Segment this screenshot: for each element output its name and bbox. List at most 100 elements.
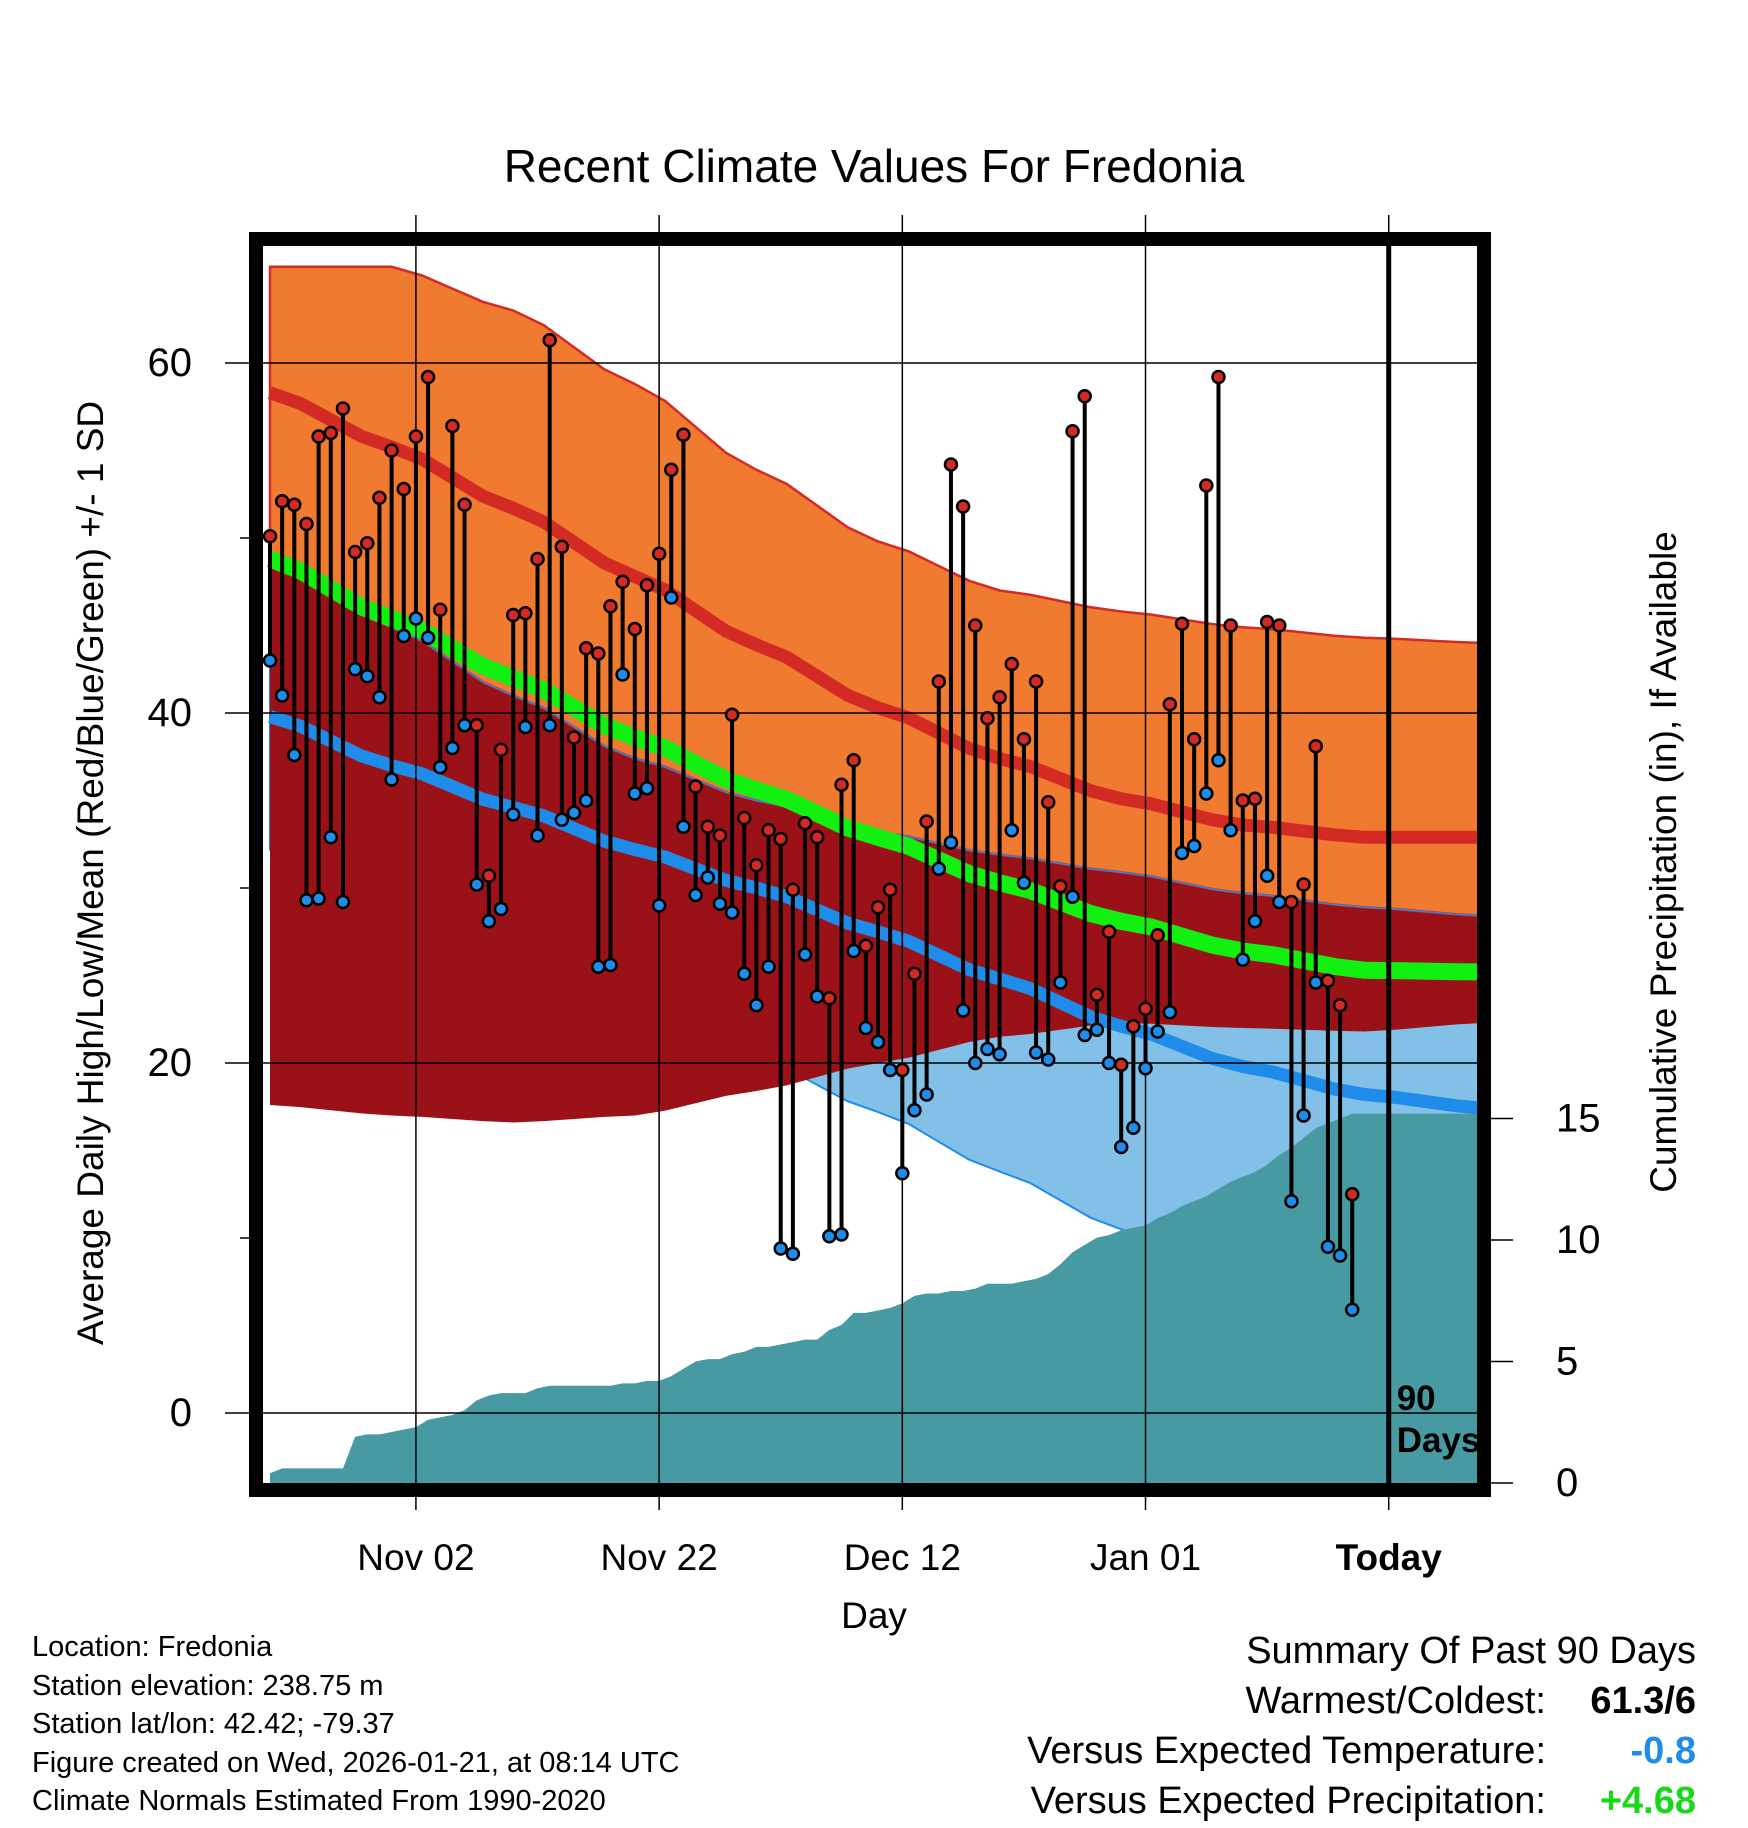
low-point xyxy=(797,947,813,962)
high-point xyxy=(299,516,314,532)
normal-high-line xyxy=(267,386,1477,844)
low-point xyxy=(724,905,740,920)
high-point xyxy=(1308,739,1324,754)
low-point xyxy=(335,894,351,910)
low-point xyxy=(822,1229,837,1244)
low-point xyxy=(980,1041,995,1057)
high-point xyxy=(1028,674,1044,689)
y2-tick-label: 10 xyxy=(1556,1218,1601,1262)
high-point xyxy=(1113,1057,1129,1072)
low-point xyxy=(287,747,302,763)
low-point xyxy=(1101,1055,1117,1071)
high-point xyxy=(955,499,971,514)
low-point xyxy=(1320,1239,1336,1254)
high-point xyxy=(1077,389,1092,404)
low-point xyxy=(1065,889,1080,904)
elevation-text: Station elevation: 238.75 m xyxy=(32,1669,384,1702)
low-point xyxy=(761,959,776,974)
high-point xyxy=(274,494,290,509)
high-point xyxy=(1211,369,1226,385)
high-point xyxy=(724,707,740,722)
low-point xyxy=(1308,975,1324,990)
low-point xyxy=(505,807,521,822)
low-point xyxy=(518,719,533,735)
low-point xyxy=(1077,1027,1092,1043)
low-point xyxy=(1186,838,1202,854)
high-point xyxy=(1259,614,1275,630)
high-point xyxy=(1332,998,1348,1013)
high-point xyxy=(311,429,326,444)
high-point xyxy=(445,418,460,434)
low-point xyxy=(1004,823,1020,838)
high-point xyxy=(931,674,947,689)
summary-temp-row: Versus Expected Temperature: -0.8 xyxy=(1027,1726,1696,1776)
high-point xyxy=(797,816,813,831)
precip-label: Versus Expected Precipitation: xyxy=(1030,1780,1546,1822)
low-point xyxy=(809,989,825,1004)
low-point xyxy=(736,966,752,981)
low-point xyxy=(1259,868,1275,883)
high-point xyxy=(639,578,655,593)
y2-tick-label: 15 xyxy=(1556,1097,1601,1141)
high-point xyxy=(578,641,594,656)
low-point xyxy=(457,718,472,733)
low-point xyxy=(1016,875,1032,890)
low-point xyxy=(919,1087,934,1102)
low-point xyxy=(870,1034,886,1050)
high-point xyxy=(1284,894,1299,910)
high-point xyxy=(505,607,521,623)
low-point xyxy=(943,835,959,850)
high-point xyxy=(676,427,691,442)
high-point xyxy=(591,646,606,661)
low-point xyxy=(627,786,643,801)
created-text: Figure created on Wed, 2026-01-21, at 08… xyxy=(32,1746,680,1779)
low-point xyxy=(664,590,679,605)
high-point xyxy=(1272,618,1287,633)
low-point xyxy=(1247,914,1263,929)
low-point xyxy=(931,861,947,876)
high-point xyxy=(1065,424,1080,439)
y2-axis-label: Cumulative Precipitation (in), If Availa… xyxy=(1643,531,1684,1193)
high-point xyxy=(1199,478,1214,493)
high-point xyxy=(372,490,387,505)
low-point xyxy=(530,828,545,843)
chart-title: Recent Climate Values For Fredonia xyxy=(504,140,1245,192)
y-axis-label: Average Daily High/Low/Mean (Red/Blue/Gr… xyxy=(70,401,111,1345)
x-axis-label: Day xyxy=(841,1595,907,1636)
y2-tick-label: 0 xyxy=(1556,1461,1578,1505)
high-point xyxy=(615,574,630,589)
high-point xyxy=(664,462,679,477)
high-point xyxy=(1344,1187,1360,1202)
low-point xyxy=(1053,975,1068,990)
low-point xyxy=(591,959,606,974)
high-point xyxy=(773,831,788,847)
low-point xyxy=(603,957,618,973)
high-point xyxy=(688,779,703,794)
low-point xyxy=(1126,1120,1141,1135)
plot-frame xyxy=(249,232,1491,1497)
low-point xyxy=(1199,786,1214,801)
high-point xyxy=(1053,879,1068,894)
low-point xyxy=(834,1227,849,1242)
high-point xyxy=(542,333,557,348)
low-point xyxy=(323,830,339,845)
low-point xyxy=(1150,1024,1165,1039)
low-point xyxy=(615,667,630,682)
low-point xyxy=(299,893,314,908)
high-point xyxy=(457,497,472,512)
high-point xyxy=(287,497,302,512)
high-point xyxy=(1247,791,1263,806)
low-point xyxy=(1344,1302,1360,1317)
high-point xyxy=(530,551,545,567)
high-point xyxy=(712,828,728,843)
high-point xyxy=(469,718,484,733)
summary-panel: Summary Of Past 90 Days Warmest/Coldest:… xyxy=(1027,1626,1696,1826)
high-point xyxy=(785,882,801,897)
high-point xyxy=(1016,732,1032,747)
low-point xyxy=(420,630,436,645)
high-point xyxy=(980,711,995,726)
x-tick-label: Nov 22 xyxy=(601,1537,718,1578)
high-point xyxy=(1150,928,1165,943)
low-point xyxy=(445,740,460,756)
